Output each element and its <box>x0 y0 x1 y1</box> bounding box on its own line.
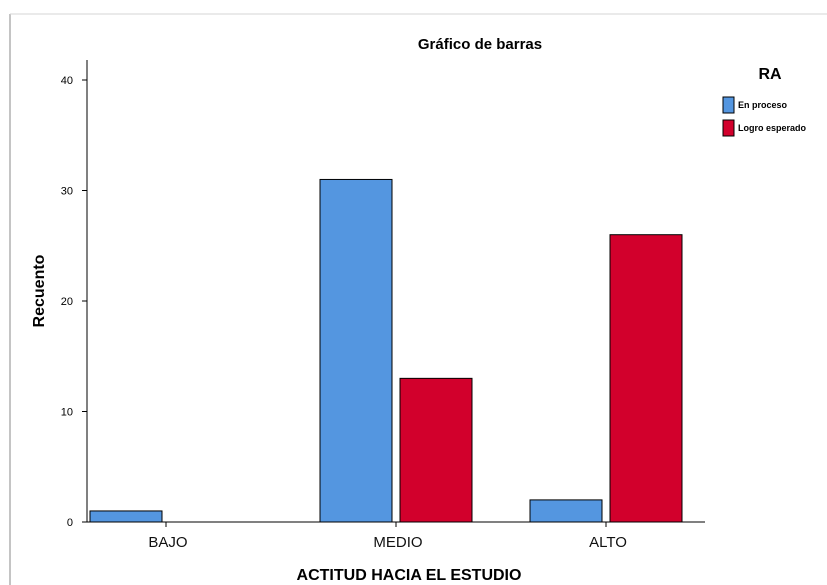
x-tick-label: MEDIO <box>373 534 422 551</box>
legend: RA En proceso Logro esperado <box>722 66 807 137</box>
legend-label: En proceso <box>738 100 788 110</box>
chart-title: Gráfico de barras <box>418 36 542 53</box>
legend-swatch <box>722 96 735 114</box>
y-tick-label: 40 <box>61 75 73 87</box>
x-tick-label: ALTO <box>589 534 627 551</box>
y-axis-title: Recuento <box>31 254 48 327</box>
bar-alto-en-proceso <box>529 499 603 523</box>
bar-bajo-en-proceso <box>89 510 163 523</box>
bar-medio-en-proceso <box>319 178 393 523</box>
x-axis-title: ACTITUD HACIA EL ESTUDIO <box>297 567 522 584</box>
x-tick-label: BAJO <box>148 534 187 551</box>
bar-medio-logro-esperado <box>399 377 473 523</box>
bars <box>89 178 683 523</box>
legend-items: En proceso Logro esperado <box>722 96 807 137</box>
legend-label: Logro esperado <box>738 123 807 133</box>
y-tick-label: 0 <box>67 517 73 529</box>
x-ticks: BAJO MEDIO ALTO <box>148 522 627 551</box>
y-tick-label: 10 <box>61 407 73 419</box>
legend-title: RA <box>758 66 782 83</box>
y-tick-label: 20 <box>61 296 73 308</box>
legend-swatch <box>722 119 735 137</box>
y-ticks: 0 10 20 30 40 <box>61 75 87 529</box>
y-tick-label: 30 <box>61 186 73 198</box>
bar-alto-logro-esperado <box>609 234 683 523</box>
